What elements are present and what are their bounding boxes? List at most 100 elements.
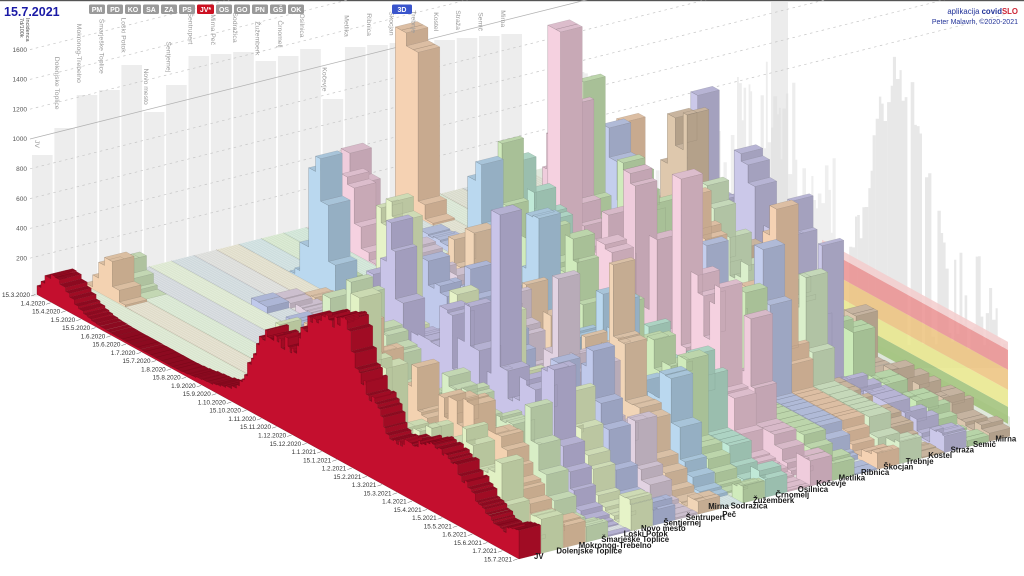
svg-text:Šentrupert: Šentrupert xyxy=(187,13,196,45)
svg-text:15.9.2020: 15.9.2020 xyxy=(183,391,212,398)
svg-text:1.7.2020: 1.7.2020 xyxy=(111,350,136,357)
svg-text:Šmarješke Toplice: Šmarješke Toplice xyxy=(97,19,106,74)
svg-text:Trebnje: Trebnje xyxy=(906,457,934,466)
svg-text:Črnomelj: Črnomelj xyxy=(276,20,285,48)
svg-text:PM: PM xyxy=(92,7,103,14)
svg-text:PD: PD xyxy=(110,7,120,14)
svg-text:Mokronog-Trebelno: Mokronog-Trebelno xyxy=(75,24,82,83)
svg-text:7d/100k: 7d/100k xyxy=(18,18,24,38)
svg-text:Novo mesto: Novo mesto xyxy=(142,69,149,105)
svg-text:600: 600 xyxy=(16,196,27,203)
svg-text:1.5.2021: 1.5.2021 xyxy=(412,515,437,522)
svg-text:1.8.2020: 1.8.2020 xyxy=(141,366,166,373)
svg-text:15.6.2021: 15.6.2021 xyxy=(454,540,483,547)
svg-text:Peter Malavrh, ©2020-2021: Peter Malavrh, ©2020-2021 xyxy=(932,18,1018,26)
svg-text:1.6.2020: 1.6.2020 xyxy=(81,333,106,340)
svg-text:OK: OK xyxy=(291,7,302,14)
svg-text:1600: 1600 xyxy=(13,47,28,54)
svg-text:GŠ: GŠ xyxy=(273,5,283,14)
svg-text:15.3.2021: 15.3.2021 xyxy=(363,490,392,497)
svg-text:Metlika: Metlika xyxy=(343,15,350,37)
svg-text:400: 400 xyxy=(16,226,27,233)
svg-text:1.4.2020: 1.4.2020 xyxy=(21,300,46,307)
svg-text:1200: 1200 xyxy=(13,106,28,113)
svg-text:Metlika: Metlika xyxy=(839,474,866,483)
svg-text:Novo mesto: Novo mesto xyxy=(641,524,686,533)
svg-text:Kočevje: Kočevje xyxy=(320,67,327,91)
svg-text:15.7.2021: 15.7.2021 xyxy=(4,5,60,19)
svg-text:Mirna: Mirna xyxy=(995,434,1016,443)
svg-text:Mirna Peč: Mirna Peč xyxy=(209,14,216,45)
svg-text:1.7.2021: 1.7.2021 xyxy=(472,548,497,555)
svg-text:Straža: Straža xyxy=(454,10,461,30)
svg-text:15.5.2021: 15.5.2021 xyxy=(424,523,453,530)
svg-text:JV: JV xyxy=(33,140,40,148)
svg-text:Trebnje: Trebnje xyxy=(410,10,417,33)
svg-text:3D: 3D xyxy=(398,7,407,14)
svg-text:Šentrupert: Šentrupert xyxy=(686,513,726,522)
svg-text:ZA: ZA xyxy=(164,7,173,14)
svg-text:1.10.2020: 1.10.2020 xyxy=(198,400,227,407)
svg-text:15.11.2020: 15.11.2020 xyxy=(240,424,272,431)
svg-text:1.3.2021: 1.3.2021 xyxy=(352,482,377,489)
svg-text:800: 800 xyxy=(16,166,27,173)
svg-text:Loški Potok: Loški Potok xyxy=(120,18,127,54)
svg-text:Šmarješke Toplice: Šmarješke Toplice xyxy=(601,535,670,544)
svg-text:Šentjernej: Šentjernej xyxy=(164,42,173,73)
svg-text:15.5.2020: 15.5.2020 xyxy=(62,325,91,332)
svg-text:Kostel: Kostel xyxy=(928,451,952,460)
svg-text:1.11.2020: 1.11.2020 xyxy=(228,416,256,423)
svg-text:Kostel: Kostel xyxy=(432,12,439,31)
svg-text:Semič: Semič xyxy=(477,12,484,31)
svg-text:PN: PN xyxy=(255,7,265,14)
svg-text:1.4.2021: 1.4.2021 xyxy=(382,499,407,506)
svg-text:SA: SA xyxy=(146,7,156,14)
svg-text:15.8.2020: 15.8.2020 xyxy=(153,375,182,382)
svg-text:GO: GO xyxy=(237,7,248,14)
svg-text:15.6.2020: 15.6.2020 xyxy=(92,342,121,349)
svg-text:1400: 1400 xyxy=(13,77,28,84)
svg-text:JV*: JV* xyxy=(200,7,212,14)
svg-text:Črnomelj: Črnomelj xyxy=(775,490,809,499)
svg-text:1.6.2021: 1.6.2021 xyxy=(442,532,467,539)
svg-text:1.5.2020: 1.5.2020 xyxy=(51,317,76,324)
svg-text:Loški Potok: Loški Potok xyxy=(624,530,669,539)
svg-text:1.2.2021: 1.2.2021 xyxy=(322,466,347,473)
svg-text:Ribnica: Ribnica xyxy=(861,468,890,477)
svg-text:15.7.2020: 15.7.2020 xyxy=(122,358,151,365)
svg-text:Semič: Semič xyxy=(973,440,997,449)
svg-text:Žužemberk: Žužemberk xyxy=(254,21,263,56)
svg-text:Ribnica: Ribnica xyxy=(365,13,372,36)
svg-text:15.4.2021: 15.4.2021 xyxy=(394,507,423,514)
svg-text:Straža: Straža xyxy=(951,446,975,455)
svg-text:Škocjan: Škocjan xyxy=(883,462,913,471)
svg-text:Žužemberk: Žužemberk xyxy=(753,496,795,505)
svg-text:15.12.2020: 15.12.2020 xyxy=(270,441,302,448)
svg-text:Mirna: Mirna xyxy=(499,10,506,27)
svg-text:Kočevje: Kočevje xyxy=(816,479,847,488)
svg-text:1.9.2020: 1.9.2020 xyxy=(171,383,196,390)
svg-text:Mirna: Mirna xyxy=(708,502,729,511)
svg-text:aplikacija covidSLO: aplikacija covidSLO xyxy=(947,7,1018,16)
svg-text:KO: KO xyxy=(128,7,139,14)
svg-text:Osilnica: Osilnica xyxy=(298,13,305,37)
svg-text:15.3.2020: 15.3.2020 xyxy=(2,292,31,299)
svg-text:Peč: Peč xyxy=(722,510,737,519)
svg-text:15.1.2021: 15.1.2021 xyxy=(303,457,332,464)
svg-text:1.12.2020: 1.12.2020 xyxy=(258,433,287,440)
svg-text:Škocjan: Škocjan xyxy=(387,11,396,35)
svg-text:Šentjernej: Šentjernej xyxy=(663,518,701,527)
svg-text:Osilnica: Osilnica xyxy=(798,485,829,494)
svg-text:Dolenjske Toplice: Dolenjske Toplice xyxy=(556,546,622,555)
svg-text:Mokronog-Trebelno: Mokronog-Trebelno xyxy=(579,541,652,550)
svg-text:OS: OS xyxy=(219,7,229,14)
svg-text:200: 200 xyxy=(16,255,27,262)
svg-text:15.4.2020: 15.4.2020 xyxy=(32,309,61,316)
svg-text:Sodražica: Sodražica xyxy=(731,502,768,511)
svg-text:Incidenca: Incidenca xyxy=(24,18,30,42)
svg-text:15.7.2021: 15.7.2021 xyxy=(484,557,513,564)
svg-text:Dolenjske Toplice: Dolenjske Toplice xyxy=(53,57,60,110)
svg-text:Sodražica: Sodražica xyxy=(231,12,238,42)
svg-text:15.10.2020: 15.10.2020 xyxy=(209,408,241,415)
svg-text:PS: PS xyxy=(182,7,192,14)
